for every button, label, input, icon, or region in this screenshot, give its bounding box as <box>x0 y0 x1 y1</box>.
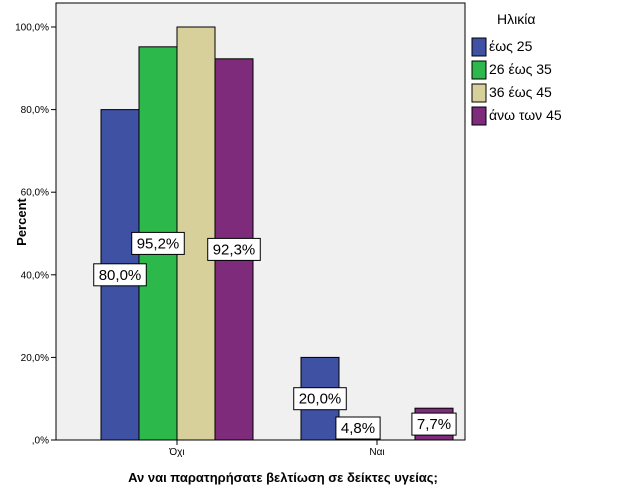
svg-text:95,2%: 95,2% <box>137 235 180 252</box>
x-tick-label: Ναι <box>369 447 384 458</box>
legend-label: 36 έως 45 <box>489 84 552 100</box>
legend-swatch <box>471 83 487 103</box>
data-label: 7,7% <box>411 412 457 436</box>
data-label: 80,0% <box>93 263 147 287</box>
svg-text:20,0%: 20,0% <box>299 391 342 408</box>
legend-title: Ηλικία <box>497 11 535 27</box>
y-tick-label: 100,0% <box>15 23 49 34</box>
data-label: 92,3% <box>207 237 261 261</box>
y-tick-label: 60,0% <box>21 188 49 199</box>
data-label: 95,2% <box>131 231 185 255</box>
y-axis-title: Percent <box>14 197 29 245</box>
legend-swatch <box>471 37 487 57</box>
data-label: 4,8% <box>335 416 381 440</box>
legend-label: 26 έως 35 <box>489 61 552 77</box>
legend-swatch <box>471 60 487 80</box>
x-tick-label: Όχι <box>168 447 184 458</box>
legend-swatch <box>471 106 487 126</box>
svg-text:4,8%: 4,8% <box>341 420 375 437</box>
y-tick-label: 20,0% <box>21 353 49 364</box>
y-tick-label: ,0% <box>32 436 49 447</box>
svg-text:92,3%: 92,3% <box>213 241 256 258</box>
legend-label: έως 25 <box>489 38 533 54</box>
y-tick-label: 40,0% <box>21 270 49 281</box>
data-label: 20,0% <box>293 387 347 411</box>
y-axis: ,0% 20,0% 40,0% 60,0% 80,0% 100,0% <box>15 23 56 447</box>
y-tick-label: 80,0% <box>21 105 49 116</box>
x-axis-title: Αν ναι παρατηρήσατε βελτίωση σε δείκτες … <box>128 470 438 485</box>
legend: έως 25 26 έως 35 36 έως 45 άνω των 45 <box>471 37 562 126</box>
legend-label: άνω των 45 <box>489 107 562 123</box>
x-axis: Όχι Ναι <box>168 440 385 458</box>
data-labels: 80,0% 20,0% 95,2% 4,8% 92,3% 7,7% <box>93 231 457 440</box>
svg-text:80,0%: 80,0% <box>99 267 142 284</box>
svg-text:7,7%: 7,7% <box>417 416 451 433</box>
